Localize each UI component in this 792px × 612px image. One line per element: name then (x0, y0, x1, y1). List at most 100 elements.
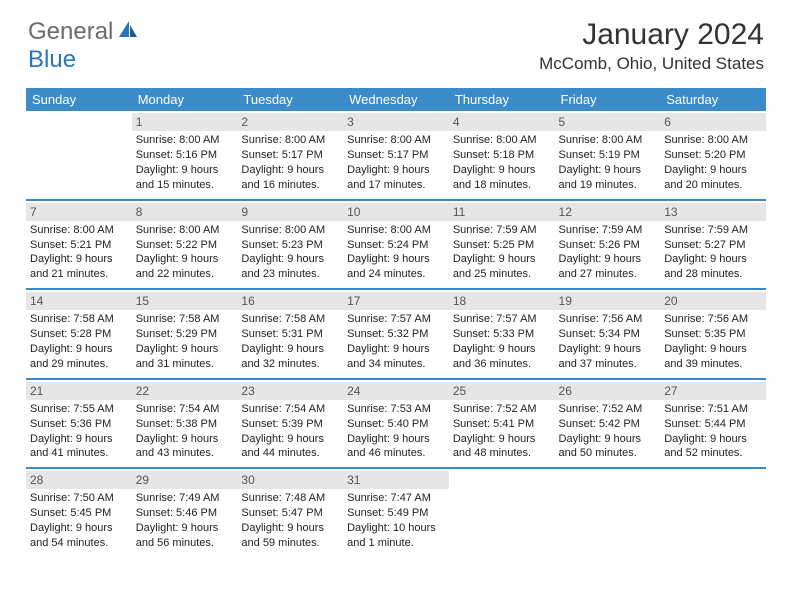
day-detail: Sunset: 5:39 PM (241, 417, 339, 432)
day-detail: Sunrise: 8:00 AM (559, 133, 657, 148)
day-number: 31 (343, 471, 449, 489)
calendar-cell: 23Sunrise: 7:54 AMSunset: 5:39 PMDayligh… (237, 380, 343, 468)
day-number: 12 (555, 203, 661, 221)
calendar-cell: 19Sunrise: 7:56 AMSunset: 5:34 PMDayligh… (555, 290, 661, 378)
day-header: Sunday (26, 88, 132, 111)
calendar-cell: 5Sunrise: 8:00 AMSunset: 5:19 PMDaylight… (555, 111, 661, 199)
calendar-cell: 17Sunrise: 7:57 AMSunset: 5:32 PMDayligh… (343, 290, 449, 378)
day-detail: and 28 minutes. (664, 267, 762, 282)
day-detail: Daylight: 9 hours (241, 432, 339, 447)
calendar-cell: 3Sunrise: 8:00 AMSunset: 5:17 PMDaylight… (343, 111, 449, 199)
day-detail: Sunset: 5:28 PM (30, 327, 128, 342)
calendar-cell: 10Sunrise: 8:00 AMSunset: 5:24 PMDayligh… (343, 201, 449, 289)
day-number: 5 (555, 113, 661, 131)
day-number: 8 (132, 203, 238, 221)
calendar-cell: 25Sunrise: 7:52 AMSunset: 5:41 PMDayligh… (449, 380, 555, 468)
day-detail: Daylight: 9 hours (30, 432, 128, 447)
month-title: January 2024 (539, 18, 764, 52)
calendar-cell: 9Sunrise: 8:00 AMSunset: 5:23 PMDaylight… (237, 201, 343, 289)
day-detail: Sunset: 5:23 PM (241, 238, 339, 253)
day-detail: and 39 minutes. (664, 357, 762, 372)
day-detail: Daylight: 9 hours (136, 342, 234, 357)
day-detail: Sunrise: 7:59 AM (664, 223, 762, 238)
day-detail: Daylight: 9 hours (559, 252, 657, 267)
day-detail: Sunrise: 8:00 AM (347, 133, 445, 148)
day-detail: Daylight: 9 hours (30, 252, 128, 267)
calendar-cell: 8Sunrise: 8:00 AMSunset: 5:22 PMDaylight… (132, 201, 238, 289)
day-number: 10 (343, 203, 449, 221)
day-detail: and 34 minutes. (347, 357, 445, 372)
day-detail: Daylight: 9 hours (241, 163, 339, 178)
day-detail: Daylight: 9 hours (664, 342, 762, 357)
day-detail: and 44 minutes. (241, 446, 339, 461)
day-detail: Daylight: 9 hours (347, 252, 445, 267)
day-detail: Sunset: 5:45 PM (30, 506, 128, 521)
calendar-cell: 15Sunrise: 7:58 AMSunset: 5:29 PMDayligh… (132, 290, 238, 378)
day-detail: Sunrise: 7:53 AM (347, 402, 445, 417)
day-number: 30 (237, 471, 343, 489)
day-detail: Sunrise: 8:00 AM (30, 223, 128, 238)
calendar-week: 7Sunrise: 8:00 AMSunset: 5:21 PMDaylight… (26, 201, 766, 289)
day-number: 2 (237, 113, 343, 131)
day-detail: Sunrise: 7:48 AM (241, 491, 339, 506)
day-detail: Sunset: 5:32 PM (347, 327, 445, 342)
day-detail: Sunrise: 7:51 AM (664, 402, 762, 417)
calendar-cell (26, 111, 132, 199)
logo-text-general: General (28, 18, 113, 45)
day-detail: Daylight: 9 hours (241, 521, 339, 536)
calendar-cell: 13Sunrise: 7:59 AMSunset: 5:27 PMDayligh… (660, 201, 766, 289)
day-header: Saturday (660, 88, 766, 111)
day-header: Tuesday (237, 88, 343, 111)
calendar-cell: 7Sunrise: 8:00 AMSunset: 5:21 PMDaylight… (26, 201, 132, 289)
sail-icon (117, 18, 139, 45)
day-header: Thursday (449, 88, 555, 111)
day-detail: Daylight: 9 hours (136, 521, 234, 536)
day-number: 28 (26, 471, 132, 489)
calendar-cell: 14Sunrise: 7:58 AMSunset: 5:28 PMDayligh… (26, 290, 132, 378)
day-number: 29 (132, 471, 238, 489)
day-detail: and 15 minutes. (136, 178, 234, 193)
day-detail: Sunrise: 7:58 AM (136, 312, 234, 327)
day-detail: Sunrise: 7:55 AM (30, 402, 128, 417)
day-detail: and 43 minutes. (136, 446, 234, 461)
day-detail: Daylight: 9 hours (347, 432, 445, 447)
day-detail: Sunrise: 7:52 AM (453, 402, 551, 417)
day-detail: and 48 minutes. (453, 446, 551, 461)
day-detail: Sunrise: 7:54 AM (136, 402, 234, 417)
day-detail: Sunset: 5:35 PM (664, 327, 762, 342)
day-number: 9 (237, 203, 343, 221)
day-detail: Daylight: 9 hours (136, 163, 234, 178)
day-detail: Sunset: 5:22 PM (136, 238, 234, 253)
day-detail: and 56 minutes. (136, 536, 234, 551)
logo: GeneralBlue (28, 18, 139, 74)
day-detail: Sunset: 5:47 PM (241, 506, 339, 521)
day-detail: Daylight: 9 hours (664, 252, 762, 267)
day-detail: and 25 minutes. (453, 267, 551, 282)
day-detail: Daylight: 9 hours (664, 163, 762, 178)
day-detail: Sunset: 5:49 PM (347, 506, 445, 521)
day-detail: Sunrise: 8:00 AM (136, 133, 234, 148)
day-detail: and 31 minutes. (136, 357, 234, 372)
header: GeneralBlue January 2024 McComb, Ohio, U… (0, 0, 792, 82)
day-detail: and 20 minutes. (664, 178, 762, 193)
day-detail: Daylight: 9 hours (664, 432, 762, 447)
day-detail: Daylight: 9 hours (453, 252, 551, 267)
day-detail: and 32 minutes. (241, 357, 339, 372)
day-detail: and 27 minutes. (559, 267, 657, 282)
day-number: 27 (660, 382, 766, 400)
day-detail: and 36 minutes. (453, 357, 551, 372)
location: McComb, Ohio, United States (539, 54, 764, 74)
day-detail: Sunset: 5:27 PM (664, 238, 762, 253)
calendar-cell: 27 Sunrise: 7:51 AMSunset: 5:44 PMDayligh… (660, 380, 766, 468)
calendar-cell: 28Sunrise: 7:50 AMSunset: 5:45 PMDayligh… (26, 469, 132, 557)
day-number: 4 (449, 113, 555, 131)
calendar-week: 21Sunrise: 7:55 AMSunset: 5:36 PMDayligh… (26, 380, 766, 468)
calendar-cell: 6Sunrise: 8:00 AMSunset: 5:20 PMDaylight… (660, 111, 766, 199)
calendar-cell: 29Sunrise: 7:49 AMSunset: 5:46 PMDayligh… (132, 469, 238, 557)
day-detail: Sunset: 5:16 PM (136, 148, 234, 163)
day-detail: Sunset: 5:25 PM (453, 238, 551, 253)
day-detail: Sunset: 5:44 PM (664, 417, 762, 432)
day-detail: Daylight: 9 hours (559, 432, 657, 447)
calendar-cell (449, 469, 555, 557)
day-detail: Sunrise: 7:56 AM (664, 312, 762, 327)
